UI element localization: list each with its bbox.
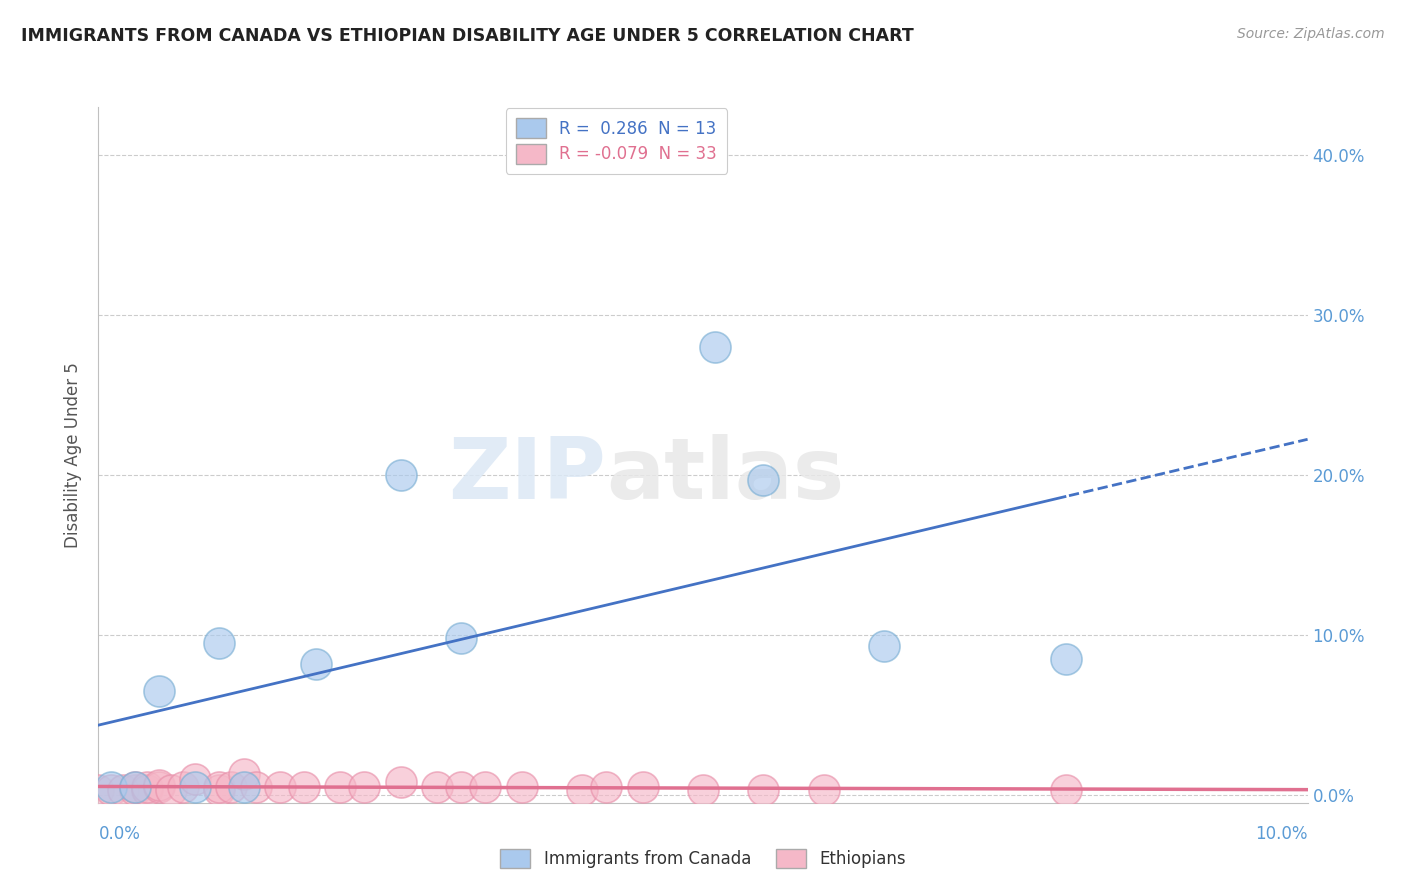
- Point: [474, 780, 496, 794]
- Text: atlas: atlas: [606, 434, 845, 517]
- Y-axis label: Disability Age Under 5: Disability Age Under 5: [65, 362, 83, 548]
- Point: [124, 780, 146, 794]
- Point: [353, 780, 375, 794]
- Point: [184, 772, 207, 786]
- Point: [184, 780, 207, 794]
- Point: [124, 780, 146, 794]
- Point: [389, 775, 412, 789]
- Point: [160, 783, 183, 797]
- Point: [752, 473, 775, 487]
- Legend: Immigrants from Canada, Ethiopians: Immigrants from Canada, Ethiopians: [494, 842, 912, 875]
- Text: Source: ZipAtlas.com: Source: ZipAtlas.com: [1237, 27, 1385, 41]
- Point: [135, 783, 157, 797]
- Point: [426, 780, 449, 794]
- Text: 10.0%: 10.0%: [1256, 825, 1308, 843]
- Point: [208, 783, 231, 797]
- Point: [450, 780, 472, 794]
- Point: [148, 778, 170, 792]
- Point: [595, 780, 617, 794]
- Point: [1054, 783, 1077, 797]
- Point: [813, 783, 835, 797]
- Point: [873, 639, 896, 653]
- Point: [221, 780, 243, 794]
- Point: [305, 657, 328, 671]
- Point: [631, 780, 654, 794]
- Point: [692, 783, 714, 797]
- Point: [510, 780, 533, 794]
- Point: [100, 780, 122, 794]
- Legend: R =  0.286  N = 13, R = -0.079  N = 33: R = 0.286 N = 13, R = -0.079 N = 33: [506, 109, 727, 174]
- Text: IMMIGRANTS FROM CANADA VS ETHIOPIAN DISABILITY AGE UNDER 5 CORRELATION CHART: IMMIGRANTS FROM CANADA VS ETHIOPIAN DISA…: [21, 27, 914, 45]
- Point: [148, 780, 170, 794]
- Text: 0.0%: 0.0%: [98, 825, 141, 843]
- Point: [389, 467, 412, 482]
- Point: [148, 683, 170, 698]
- Point: [208, 636, 231, 650]
- Point: [450, 631, 472, 645]
- Point: [208, 780, 231, 794]
- Point: [232, 780, 254, 794]
- Point: [135, 780, 157, 794]
- Point: [172, 780, 194, 794]
- Point: [100, 783, 122, 797]
- Point: [704, 340, 727, 354]
- Point: [111, 783, 134, 797]
- Point: [752, 783, 775, 797]
- Point: [124, 783, 146, 797]
- Point: [87, 783, 110, 797]
- Text: ZIP: ZIP: [449, 434, 606, 517]
- Point: [329, 780, 352, 794]
- Point: [232, 767, 254, 781]
- Point: [1054, 652, 1077, 666]
- Point: [269, 780, 291, 794]
- Point: [292, 780, 315, 794]
- Point: [245, 780, 267, 794]
- Point: [571, 783, 593, 797]
